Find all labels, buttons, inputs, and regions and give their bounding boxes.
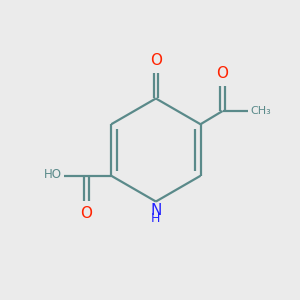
Text: O: O xyxy=(217,66,229,81)
Text: N: N xyxy=(150,203,162,218)
Text: CH₃: CH₃ xyxy=(250,106,271,116)
Text: H: H xyxy=(151,212,160,225)
Text: HO: HO xyxy=(44,168,62,182)
Text: O: O xyxy=(150,53,162,68)
Text: O: O xyxy=(80,206,92,221)
